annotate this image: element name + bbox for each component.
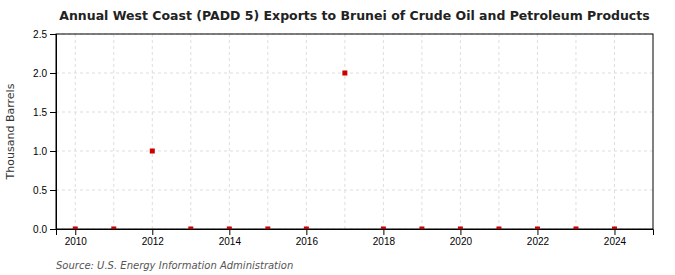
y-axis-title: Thousand Barrels bbox=[4, 83, 17, 180]
grid-line-x-minor bbox=[190, 34, 191, 229]
y-tick-label: 0.5 bbox=[33, 185, 47, 196]
y-tick-mark bbox=[50, 229, 56, 230]
x-tick-label: 2022 bbox=[527, 236, 550, 247]
y-tick: 0.0 bbox=[33, 224, 56, 235]
x-tick-label: 2020 bbox=[450, 236, 473, 247]
y-tick-label: 1.0 bbox=[33, 146, 47, 157]
x-tick: 2020 bbox=[450, 229, 473, 247]
grid-line-y bbox=[56, 73, 653, 74]
x-tick-label: 2014 bbox=[219, 236, 242, 247]
x-tick: 2018 bbox=[373, 229, 396, 247]
x-tick: 2022 bbox=[527, 229, 550, 247]
y-tick-label: 0.0 bbox=[33, 224, 47, 235]
grid-line-x-minor bbox=[421, 34, 422, 229]
x-tick-mark bbox=[614, 229, 615, 235]
x-tick-mark bbox=[229, 229, 230, 235]
grid-line-x bbox=[306, 34, 307, 229]
grid-line-x-minor bbox=[344, 34, 345, 229]
y-tick-mark bbox=[50, 34, 56, 35]
data-point bbox=[496, 227, 501, 230]
grid-line-x-minor bbox=[575, 34, 576, 229]
y-tick-mark bbox=[50, 190, 56, 191]
x-tick-mark bbox=[75, 229, 76, 235]
y-tick: 2.5 bbox=[33, 29, 56, 40]
data-point bbox=[573, 227, 578, 230]
x-tick: 2016 bbox=[296, 229, 319, 247]
plot-frame bbox=[56, 34, 653, 229]
data-point bbox=[342, 71, 347, 76]
grid-line-x bbox=[460, 34, 461, 229]
grid-line-x-minor bbox=[498, 34, 499, 229]
y-tick: 1.0 bbox=[33, 146, 56, 157]
y-tick-label: 1.5 bbox=[33, 107, 47, 118]
data-point bbox=[111, 227, 116, 230]
grid-line-x bbox=[383, 34, 384, 229]
y-tick: 2.0 bbox=[33, 68, 56, 79]
y-tick-mark bbox=[50, 112, 56, 113]
x-tick-label: 2010 bbox=[65, 236, 88, 247]
x-tick-mark bbox=[460, 229, 461, 235]
data-point bbox=[304, 227, 309, 230]
x-tick-mark bbox=[537, 229, 538, 235]
grid-line-x bbox=[614, 34, 615, 229]
chart-svg: 2010 2012 2014 2016 2018 2020 2022 2024 0.0 0.5 1.… bbox=[0, 0, 675, 275]
x-tick-mark bbox=[383, 229, 384, 235]
y-axis-line bbox=[50, 35, 57, 230]
x-axis-line bbox=[57, 230, 654, 236]
data-point bbox=[227, 227, 232, 230]
x-tick: 2014 bbox=[219, 229, 242, 247]
data-point bbox=[73, 227, 78, 230]
data-point bbox=[188, 227, 193, 230]
x-tick-label: 2012 bbox=[142, 236, 165, 247]
data-point bbox=[612, 227, 617, 230]
grid-line-y bbox=[56, 112, 653, 113]
x-axis: 2010 2012 2014 2016 2018 2020 2022 2024 bbox=[57, 229, 654, 247]
grid-line-x bbox=[152, 34, 153, 229]
points bbox=[73, 71, 617, 230]
data-point bbox=[419, 227, 424, 230]
y-axis: 0.0 0.5 1.0 1.5 2.0 2.5 bbox=[33, 29, 56, 235]
y-tick-mark bbox=[50, 151, 56, 152]
grid bbox=[56, 34, 653, 229]
x-tick-mark bbox=[152, 229, 153, 235]
data-point bbox=[535, 227, 540, 230]
grid-line-x bbox=[229, 34, 230, 229]
source-note: Source: U.S. Energy Information Administ… bbox=[56, 260, 293, 271]
grid-line-y bbox=[56, 190, 653, 191]
x-tick-label: 2024 bbox=[604, 236, 627, 247]
y-tick-mark bbox=[50, 73, 56, 74]
data-point bbox=[265, 227, 270, 230]
y-tick: 1.5 bbox=[33, 107, 56, 118]
y-tick-label: 2.0 bbox=[33, 68, 47, 79]
data-point bbox=[381, 227, 386, 230]
x-tick-mark bbox=[306, 229, 307, 235]
grid-line-x-minor bbox=[267, 34, 268, 229]
x-tick: 2012 bbox=[142, 229, 165, 247]
grid-line-x bbox=[75, 34, 76, 229]
grid-line-x bbox=[537, 34, 538, 229]
data-point bbox=[150, 149, 155, 154]
y-tick: 0.5 bbox=[33, 185, 56, 196]
x-tick-label: 2018 bbox=[373, 236, 396, 247]
x-tick: 2024 bbox=[604, 229, 627, 247]
chart-title: Annual West Coast (PADD 5) Exports to Br… bbox=[59, 8, 649, 23]
grid-line-x-minor bbox=[113, 34, 114, 229]
x-tick: 2010 bbox=[65, 229, 88, 247]
data-point bbox=[458, 227, 463, 230]
grid-line-y bbox=[56, 151, 653, 152]
plot-area: 2010 2012 2014 2016 2018 2020 2022 2024 0.0 0.5 1.… bbox=[33, 29, 653, 247]
y-tick-label: 2.5 bbox=[33, 29, 47, 40]
x-tick-label: 2016 bbox=[296, 236, 319, 247]
